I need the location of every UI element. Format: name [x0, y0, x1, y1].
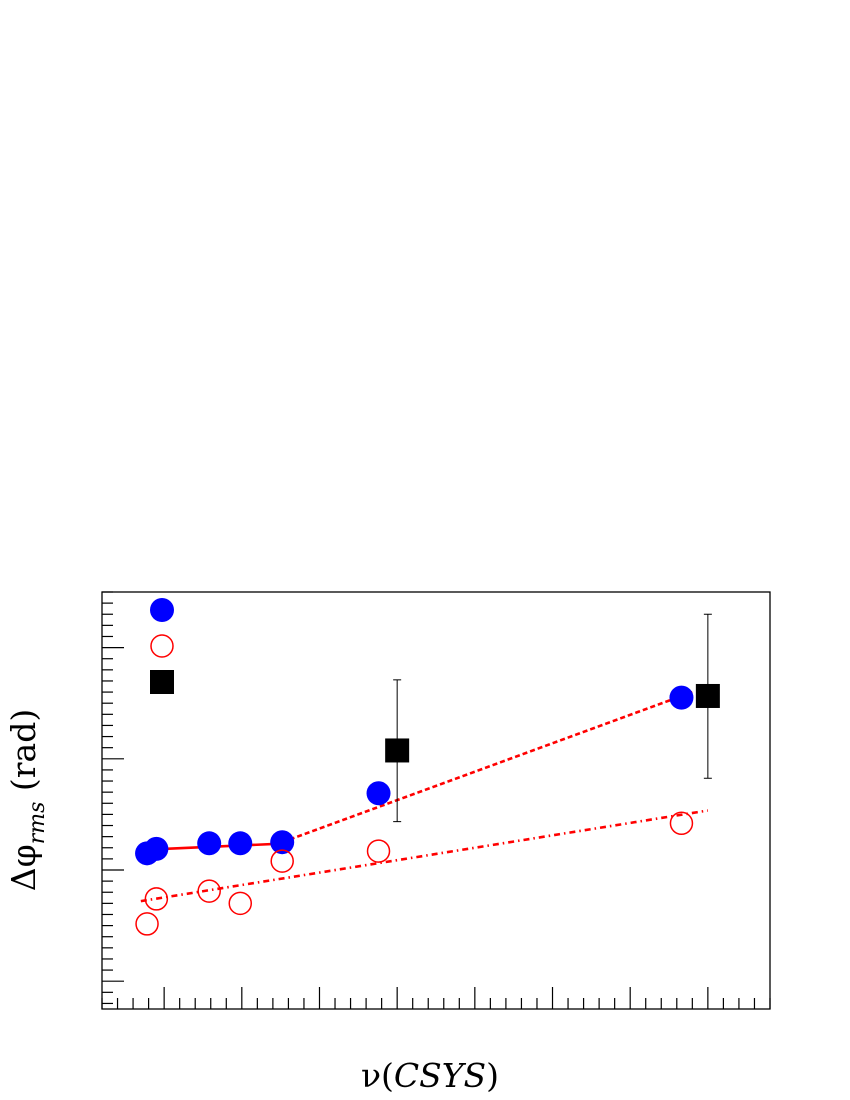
x-axis-title-main: ν(: [361, 1056, 394, 1095]
x-axis-title: ν(CSYS): [361, 1056, 499, 1095]
legend-marker: [150, 670, 174, 694]
data-point: [197, 879, 221, 903]
data-point: [270, 830, 295, 855]
fit-line-dashed: [281, 690, 693, 844]
legend: [150, 598, 174, 694]
fit-lines: [140, 690, 709, 903]
data-point: [366, 781, 391, 806]
data-point: [144, 836, 169, 861]
data-point: [695, 683, 720, 708]
data-point: [135, 912, 159, 936]
data-points: [135, 613, 720, 936]
data-point: [228, 831, 253, 856]
fit-line-dash-dot: [140, 809, 709, 903]
y-axis-title: Δφrms (rad): [4, 709, 50, 891]
data-point: [144, 887, 169, 911]
legend-marker: [150, 598, 174, 622]
plot-frame-rect: [101, 591, 771, 1010]
y-axis-title-main: Δφ: [4, 844, 43, 891]
y-axis-title-sub: rms: [25, 802, 50, 845]
data-point: [669, 685, 694, 710]
plot-frame: [101, 591, 771, 1010]
x-axis-title-tail: ): [486, 1056, 499, 1095]
data-point: [366, 839, 391, 863]
data-point: [197, 831, 222, 856]
data-point: [228, 891, 253, 916]
axis-ticks: [101, 591, 771, 1009]
x-axis-title-italic: CSYS: [394, 1056, 486, 1095]
data-point: [669, 811, 694, 836]
y-axis-title-tail: (rad): [4, 709, 43, 802]
legend-marker: [150, 634, 174, 658]
data-point: [385, 738, 410, 763]
data-point: [270, 849, 294, 873]
